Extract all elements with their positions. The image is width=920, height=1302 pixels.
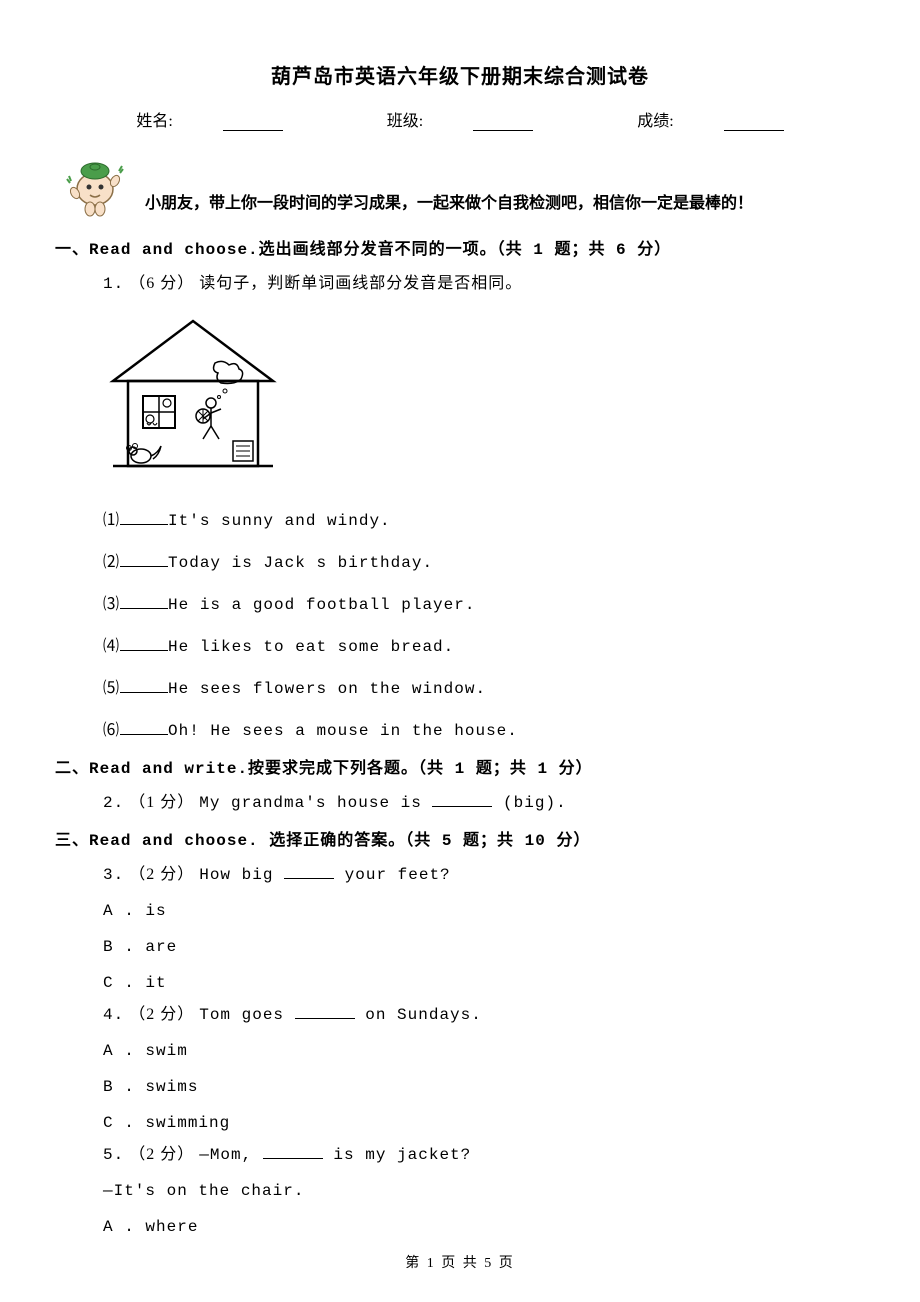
house-image (103, 311, 283, 473)
question-3: 3. （2 分） How big your feet? (103, 860, 865, 884)
q4-option-a[interactable]: A . swim (103, 1042, 865, 1060)
mascot-icon (55, 151, 135, 221)
exam-title: 葫芦岛市英语六年级下册期末综合测试卷 (55, 60, 865, 89)
q5-option-a[interactable]: A . where (103, 1218, 865, 1236)
q1-item-5[interactable]: ⑸He sees flowers on the window. (103, 674, 865, 698)
section-2-header: 二、Read and write.按要求完成下列各题。（共 1 题；共 1 分） (55, 754, 865, 778)
name-field[interactable]: 姓名: (111, 113, 307, 130)
q3-option-c[interactable]: C . it (103, 974, 865, 992)
q4-option-c[interactable]: C . swimming (103, 1114, 865, 1132)
student-info-line: 姓名: 班级: 成绩: (55, 107, 865, 131)
class-field[interactable]: 班级: (362, 113, 558, 130)
q5-reply: —It's on the chair. (103, 1182, 865, 1200)
q1-item-4[interactable]: ⑷He likes to eat some bread. (103, 632, 865, 656)
question-2[interactable]: 2. （1 分） My grandma's house is (big). (103, 788, 865, 812)
section-1-header: 一、Read and choose.选出画线部分发音不同的一项。（共 1 题；共… (55, 235, 865, 259)
q1-item-3[interactable]: ⑶He is a good football player. (103, 590, 865, 614)
q3-option-a[interactable]: A . is (103, 902, 865, 920)
question-5: 5. （2 分） —Mom, is my jacket? (103, 1140, 865, 1164)
page-footer: 第 1 页 共 5 页 (0, 1252, 920, 1272)
q1-item-1[interactable]: ⑴It's sunny and windy. (103, 506, 865, 530)
question-1: 1. （6 分） 读句子，判断单词画线部分发音是否相同。 (103, 269, 865, 293)
q1-item-6[interactable]: ⑹Oh! He sees a mouse in the house. (103, 716, 865, 740)
q4-option-b[interactable]: B . swims (103, 1078, 865, 1096)
question-4: 4. （2 分） Tom goes on Sundays. (103, 1000, 865, 1024)
intro-text: 小朋友，带上你一段时间的学习成果，一起来做个自我检测吧，相信你一定是最棒的！ (145, 189, 753, 221)
score-field[interactable]: 成绩: (612, 113, 808, 130)
section-3-header: 三、Read and choose. 选择正确的答案。（共 5 题；共 10 分… (55, 826, 865, 850)
intro-row: 小朋友，带上你一段时间的学习成果，一起来做个自我检测吧，相信你一定是最棒的！ (55, 151, 865, 221)
q1-item-2[interactable]: ⑵Today is Jack s birthday. (103, 548, 865, 572)
q3-option-b[interactable]: B . are (103, 938, 865, 956)
